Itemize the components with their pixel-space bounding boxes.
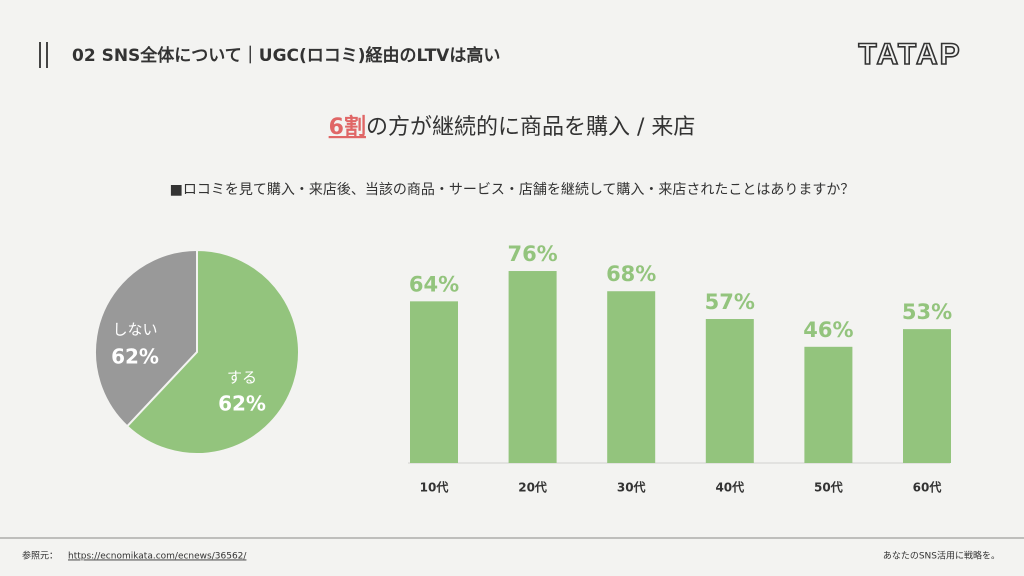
logo: TATAP [858, 38, 961, 71]
bar [410, 301, 458, 463]
bar [804, 346, 853, 463]
x-tick-label: 40代 [715, 480, 744, 495]
pie-label: しない [112, 321, 157, 339]
bar-value-label: 53% [902, 300, 952, 324]
x-tick-label: 50代 [814, 480, 843, 495]
bar [508, 271, 557, 463]
source-url[interactable]: https://ecnomikata.com/ecnews/36562/ [68, 552, 247, 562]
headline-highlight: 6割 [329, 114, 366, 140]
bar-value-label: 57% [705, 290, 755, 314]
x-tick-label: 60代 [913, 480, 942, 495]
header-title: 02 SNS全体について｜UGC(ロコミ)経由のLTVは高い [72, 45, 500, 66]
bar-value-label: 76% [507, 242, 557, 266]
tagline: あなたのSNS活用に戦略を。 [883, 550, 1000, 562]
x-tick-label: 30代 [617, 480, 646, 495]
bar-value-label: 68% [606, 262, 656, 286]
pie-value-label: 62% [218, 392, 266, 416]
question: ■ロコミを見て購入・来店後、当該の商品・サービス・店舗を継続して購入・来店された… [170, 181, 855, 198]
x-tick-label: 10代 [420, 480, 449, 495]
x-tick-label: 20代 [518, 480, 547, 495]
headline-text: の方が継続的に商品を購入 / 来店 [366, 115, 695, 140]
headline: 6割の方が継続的に商品を購入 / 来店 [329, 114, 696, 140]
bar [903, 329, 951, 463]
bar [705, 319, 754, 463]
bar-value-label: 64% [409, 272, 459, 296]
pie-value-label: 62% [111, 345, 159, 369]
bar [607, 291, 656, 463]
pie-label: する [227, 369, 257, 387]
bar-value-label: 46% [803, 318, 853, 342]
pie-slice [125, 248, 300, 455]
source-label: 参照元： [22, 550, 58, 562]
